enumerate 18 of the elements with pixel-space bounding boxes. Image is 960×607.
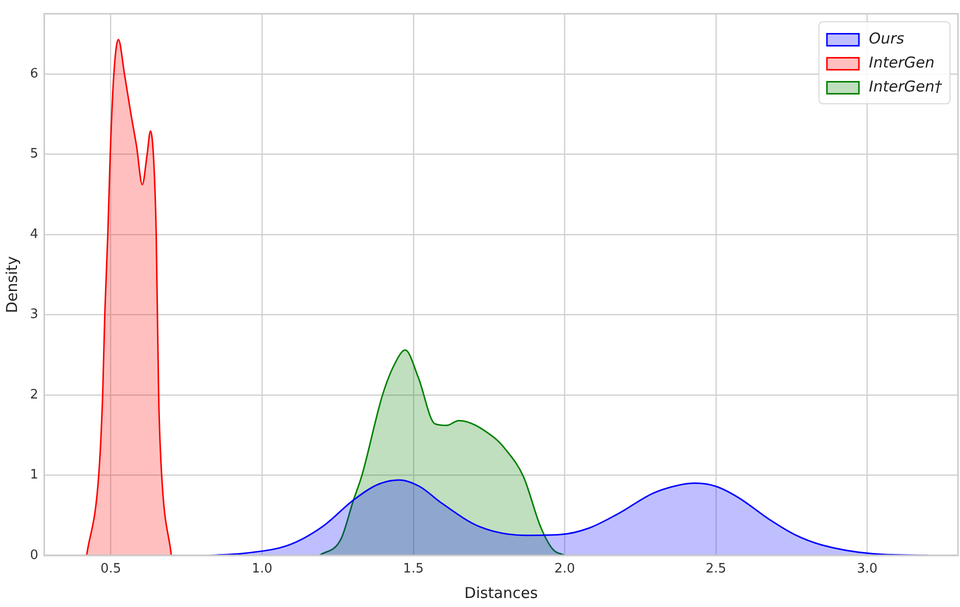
x-tick-label: 2.0 [554, 562, 576, 577]
y-tick-label: 2 [30, 387, 38, 402]
x-tick-label: 1.0 [252, 562, 272, 577]
x-tick-label: 1.5 [403, 562, 424, 577]
legend-label: InterGen† [868, 78, 942, 96]
y-tick-label: 1 [30, 468, 38, 483]
x-tick-label: 3.0 [856, 562, 878, 577]
y-tick-label: 4 [30, 226, 38, 242]
x-tick-label: 0.5 [100, 562, 122, 577]
y-tick-label: 5 [30, 146, 38, 162]
x-tick-label: 2.5 [706, 562, 726, 577]
x-axis-title: Distances [464, 584, 538, 602]
legend-label: Ours [868, 30, 904, 48]
y-tick-label: 3 [30, 307, 38, 322]
y-tick-label: 0 [30, 548, 38, 563]
y-axis-title: Density [2, 256, 21, 314]
legend-label: InterGen [868, 54, 935, 72]
y-tick-label: 6 [30, 66, 38, 82]
